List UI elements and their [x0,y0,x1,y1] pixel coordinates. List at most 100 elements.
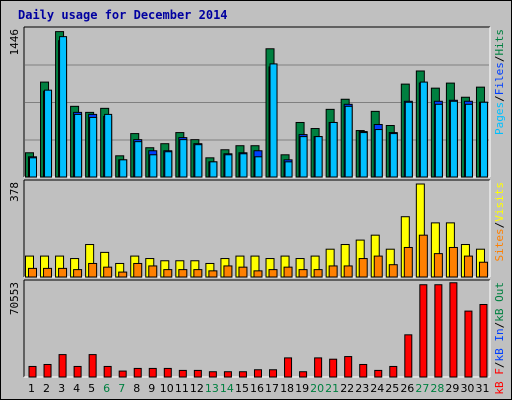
files-bar-day-1 [29,157,37,178]
kbf-bar-day-12 [193,369,202,378]
kbf-bar-day-30 [464,310,473,378]
kbf-bar-day-16 [253,369,262,378]
day-label-5: 5 [88,382,95,395]
sites-bar-day-28 [433,253,443,278]
files-bar-day-20 [314,136,323,178]
sites-bar-day-17 [268,269,278,278]
files-bar-day-19 [299,136,308,178]
kbf-bar-day-26 [404,334,413,378]
sites-bar-day-31 [478,261,488,278]
kbf-bar-day-11 [178,369,187,378]
sites-bar-day-23 [358,258,368,278]
files-bar-day-5 [89,116,98,178]
kbf-bar-day-20 [314,357,323,378]
kbytes-legend-item: / [493,362,506,369]
day-label-21: 21 [325,382,339,395]
day-label-20: 20 [310,382,324,395]
kbf-bar-day-1 [28,365,37,378]
files-bar-day-24 [374,129,383,178]
day-label-4: 4 [73,382,80,395]
sites-bar-day-26 [403,246,413,278]
sites-bar-day-2 [43,267,53,278]
files-bar-day-22 [344,105,353,178]
files-bar-day-9 [149,154,158,178]
day-label-6: 6 [103,382,110,395]
files-bar-day-6 [104,113,113,178]
kbf-bar-day-14 [223,371,232,378]
kbf-bar-day-29 [449,282,458,378]
sites-bar-day-25 [388,264,398,278]
hits-legend-item: Files [493,62,506,95]
kbf-bar-day-22 [344,356,353,378]
day-label-17: 17 [265,382,279,395]
visits-legend: Sites/Visits [493,182,506,262]
kbf-bar-day-15 [238,371,247,378]
kbytes-legend: kB F/kB In/kB Out [493,282,506,395]
files-bar-day-26 [404,101,413,178]
kbytes-legend-item: kB F [493,368,506,395]
files-bar-day-3 [59,36,68,178]
kbf-bar-day-17 [269,369,278,378]
kbf-bar-day-23 [359,363,368,378]
kbf-bar-day-13 [208,371,217,378]
files-bar-day-4 [74,113,83,178]
sites-bar-day-30 [463,255,473,278]
kbf-bar-day-19 [299,371,308,378]
sites-bar-day-11 [178,269,188,278]
sites-bar-day-16 [253,270,263,278]
files-bar-day-12 [194,144,203,178]
kbf-bar-day-25 [389,365,398,378]
day-label-26: 26 [400,382,414,395]
sites-bar-day-19 [298,269,308,278]
kbf-bar-day-4 [73,365,82,378]
sites-bar-day-12 [193,269,203,278]
kbf-bar-day-9 [148,367,157,378]
sites-bar-day-21 [328,265,338,278]
day-label-13: 13 [205,382,219,395]
day-label-27: 27 [415,382,429,395]
day-label-25: 25 [385,382,399,395]
day-label-10: 10 [160,382,174,395]
kbf-bar-day-28 [434,284,443,378]
kbf-bar-day-5 [88,354,97,378]
hits-legend-item: / [493,95,506,102]
hits-legend-item: Pages [493,102,506,135]
day-label-12: 12 [190,382,204,395]
hits-legend: Pages/Files/Hits [493,29,506,135]
files-bar-day-28 [434,103,443,178]
files-bar-day-21 [329,121,338,178]
files-bar-day-13 [209,161,218,178]
files-bar-day-27 [419,81,428,178]
kbf-bar-day-18 [284,357,293,378]
day-label-28: 28 [430,382,444,395]
day-label-30: 30 [460,382,474,395]
hits-ymax-label: 1446 [8,29,21,56]
day-label-9: 9 [148,382,155,395]
day-label-24: 24 [370,382,384,395]
files-bar-day-18 [284,161,293,178]
visits-legend-item: / [493,222,506,229]
visits-legend-item: Visits [493,182,506,222]
sites-bar-day-1 [28,267,37,278]
sites-bar-day-3 [58,267,68,278]
kbf-bar-day-3 [58,354,67,378]
files-bar-day-15 [239,153,248,178]
sites-bar-day-13 [208,270,218,278]
chart-labels: 144637870553Pages/Files/HitsSites/Visits… [8,29,506,395]
sites-bar-day-4 [73,269,83,278]
visits-ymax-label: 378 [8,182,21,202]
day-label-19: 19 [295,382,309,395]
sites-bar-day-8 [133,262,143,278]
day-label-18: 18 [280,382,294,395]
sites-bar-day-14 [223,265,233,278]
kbf-bar-day-27 [419,284,428,378]
sites-bar-day-27 [418,234,428,278]
day-label-23: 23 [355,382,369,395]
files-bar-day-16 [254,156,263,178]
kbytes-legend-item: / [493,322,506,329]
files-bar-day-25 [389,133,398,178]
sites-bar-day-6 [103,266,113,278]
kbytes-ymax-label: 70553 [8,282,21,315]
hits-legend-item: Hits [493,29,506,56]
